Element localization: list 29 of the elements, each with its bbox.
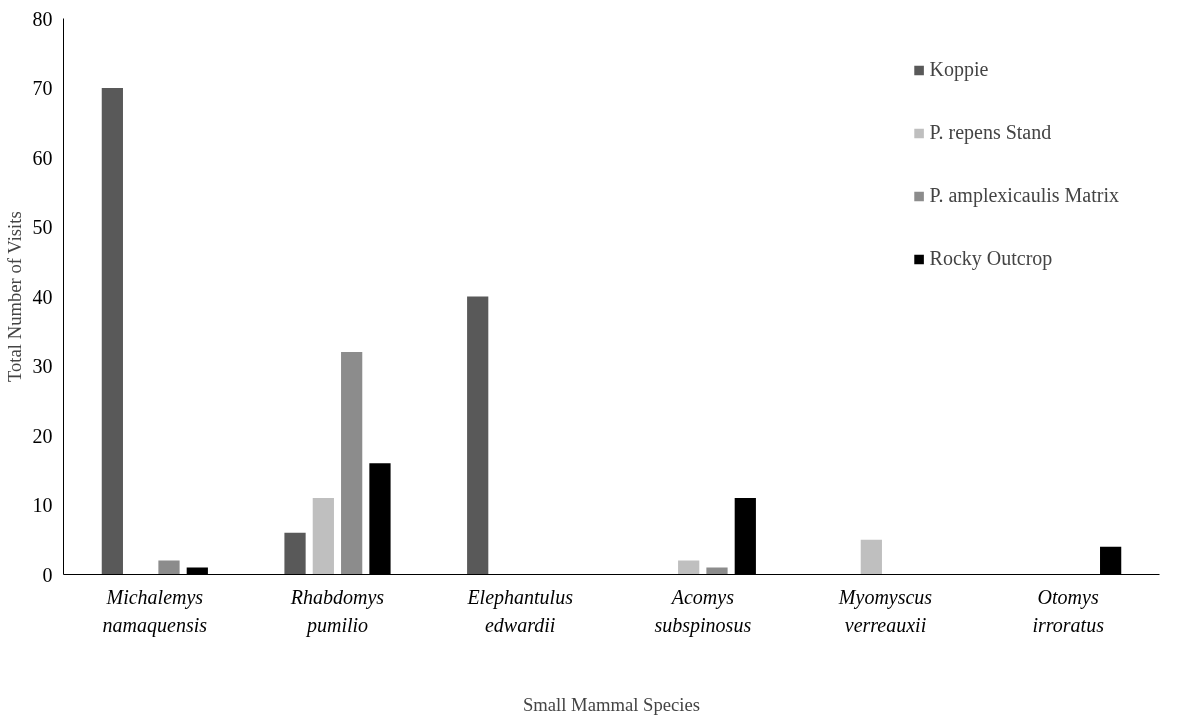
y-tick-label: 60 — [32, 146, 53, 169]
y-axis-title: Total Number of Visits — [3, 211, 25, 383]
x-tick-label: Elephantulus edwardii — [466, 585, 574, 637]
bar — [341, 352, 363, 575]
bar — [284, 532, 306, 575]
y-tick-label: 50 — [32, 216, 53, 238]
legend-label: Rocky Outcrop — [929, 247, 1053, 270]
y-tick-label: 10 — [32, 494, 53, 516]
x-tick-label: Rhabdomys pumilio — [289, 585, 385, 638]
bar — [312, 498, 334, 575]
bar — [158, 560, 180, 575]
legend-label: P. repens Stand — [929, 121, 1052, 144]
legend-label: Koppie — [929, 58, 989, 81]
y-tick-label: 20 — [32, 424, 53, 447]
x-tick-label: Michalemys namaquensis — [102, 585, 208, 638]
bar — [678, 560, 700, 575]
bar — [467, 296, 489, 575]
x-tick-label: Otomys irroratus — [1032, 585, 1105, 637]
y-tick-label: 70 — [32, 77, 53, 99]
y-tick-label: 80 — [32, 7, 53, 30]
legend-label: P. amplexicaulis Matrix — [929, 184, 1119, 207]
x-tick-label: Acomys subspinosus — [654, 585, 752, 638]
y-tick-label: 0 — [42, 563, 53, 586]
bar — [101, 88, 123, 575]
x-tick-label: Myomyscus verreauxii — [837, 585, 933, 637]
x-axis-title: Small Mammal Species — [522, 694, 701, 716]
bar — [860, 539, 882, 575]
y-tick-label: 30 — [32, 355, 53, 377]
y-tick-label: 40 — [32, 285, 53, 308]
